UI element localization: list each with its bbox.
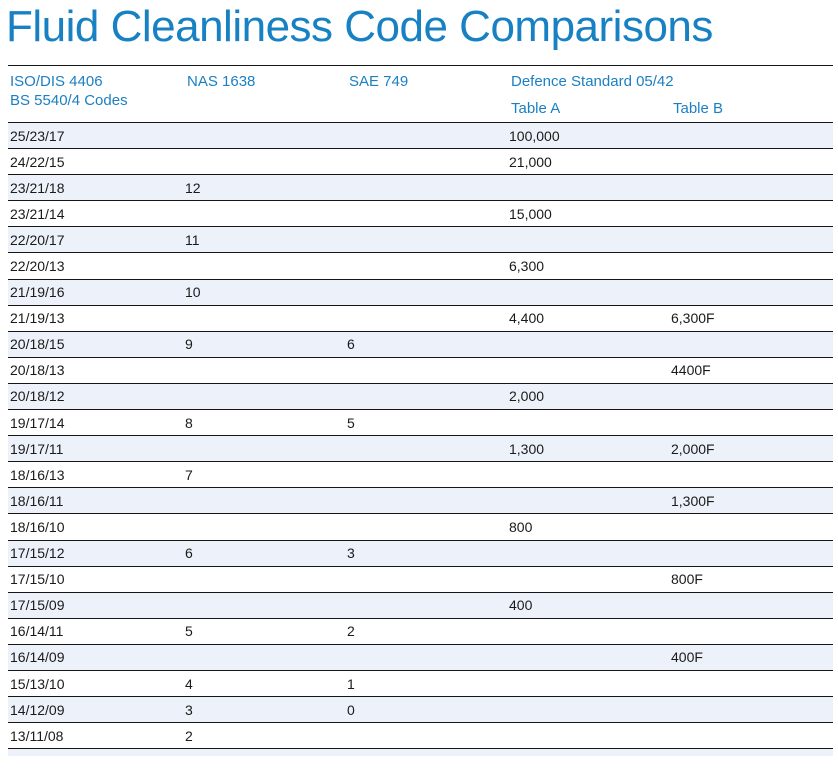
table-row: 19/17/14 8 5 [8, 409, 833, 436]
table-header: ISO/DIS 4406 BS 5540/4 Codes NAS 1638 SA… [8, 71, 833, 121]
table-row: 18/16/10 800 [8, 513, 833, 540]
table-row: 17/15/12 6 3 [8, 539, 833, 566]
cell-iso-code: 20/18/13 [10, 362, 65, 379]
cell-iso-code: 24/22/15 [10, 153, 65, 170]
table-row: 25/23/17 100,000 [8, 122, 833, 149]
table-row: 14/12/09 3 0 [8, 696, 833, 723]
cell-iso-code: 18/16/10 [10, 518, 65, 535]
column-header-bs-5540-codes: BS 5540/4 Codes [10, 92, 128, 109]
cell-iso-code: 21/19/16 [10, 284, 65, 301]
column-group-defence-standard: Defence Standard 05/42 [511, 73, 674, 90]
table-row: 17/15/09 400 [8, 591, 833, 618]
cell-iso-code: 14/12/09 [10, 701, 65, 718]
column-header-table-b: Table B [673, 100, 724, 117]
cell-iso-code: 22/20/13 [10, 258, 65, 275]
cell-iso-code: 23/21/18 [10, 179, 65, 196]
table-row: 18/16/11 1,300F [8, 487, 833, 514]
table-row: 16/14/11 5 2 [8, 617, 833, 644]
cell-nas-1638: 12 [185, 179, 201, 196]
cell-nas-1638: 7 [185, 466, 193, 483]
cell-table-b: 1,300F [671, 492, 715, 509]
cell-table-a: 21,000 [509, 153, 552, 170]
cell-nas-1638: 11 [185, 231, 200, 248]
table-row: 18/16/13 7 [8, 461, 833, 488]
cell-table-b: 2,000F [671, 440, 715, 457]
cell-iso-code: 18/16/13 [10, 466, 65, 483]
cell-nas-1638: 10 [185, 284, 201, 301]
cell-table-b: 400F [671, 649, 703, 666]
page-title: Fluid Cleanliness Code Comparisons [6, 2, 713, 51]
table-row: 23/21/14 15,000 [8, 200, 833, 227]
cell-nas-1638: 2 [185, 727, 193, 744]
table-row: 20/18/15 9 6 [8, 330, 833, 357]
table-row: 20/18/12 2,000 [8, 382, 833, 410]
table-row: 23/21/18 12 [8, 174, 833, 201]
data-table: 25/23/17 100,000 24/22/15 21,000 23/21/1… [8, 122, 833, 757]
cell-sae-749: 5 [347, 414, 355, 431]
table-row: 21/19/16 10 [8, 278, 833, 305]
table-row: 13/11/08 2 [8, 722, 833, 749]
column-header-table-a: Table A [511, 100, 561, 117]
cell-iso-code: 17/15/10 [10, 571, 65, 588]
cell-iso-code: 16/14/11 [10, 623, 64, 640]
cell-nas-1638: 4 [185, 675, 193, 692]
table-row: 21/19/13 4,400 6,300F [8, 304, 833, 331]
cell-iso-code: 17/15/12 [10, 545, 65, 562]
cell-table-a: 400 [509, 597, 533, 614]
column-header-iso-dis-4406: ISO/DIS 4406 [10, 73, 103, 90]
cell-iso-code: 20/18/12 [10, 388, 65, 405]
cell-iso-code: 21/19/13 [10, 310, 65, 327]
cell-table-b: 6,300F [671, 310, 715, 327]
cell-table-a: 100,000 [509, 127, 560, 144]
cell-table-a: 15,000 [509, 205, 552, 222]
table-row: 20/18/13 4400F [8, 356, 833, 383]
cell-iso-code: 23/21/14 [10, 205, 65, 222]
cell-iso-code: 19/17/14 [10, 414, 65, 431]
cell-sae-749: 1 [347, 675, 355, 692]
table-row: 24/22/15 21,000 [8, 148, 833, 175]
cell-iso-code: 25/23/17 [10, 127, 65, 144]
cell-iso-code: 18/16/11 [10, 492, 64, 509]
cell-sae-749: 3 [347, 545, 355, 562]
cell-iso-code: 16/14/09 [10, 649, 65, 666]
column-header-sae-749: SAE 749 [349, 73, 409, 90]
cell-iso-code: 22/20/17 [10, 231, 65, 248]
column-header-nas-1638: NAS 1638 [187, 73, 256, 90]
cell-table-a: 800 [509, 518, 533, 535]
cell-table-a: 2,000 [509, 388, 545, 405]
table-body: 25/23/17 100,000 24/22/15 21,000 23/21/1… [8, 122, 833, 749]
partial-row [8, 748, 833, 757]
cell-table-b: 4400F [671, 362, 711, 379]
cell-iso-code: 19/17/11 [10, 440, 64, 457]
header-top-rule [8, 65, 833, 66]
cell-table-a: 6,300 [509, 258, 545, 275]
cell-iso-code: 17/15/09 [10, 597, 65, 614]
cell-sae-749: 6 [347, 336, 355, 353]
table-row: 22/20/13 6,300 [8, 252, 833, 279]
cell-table-a: 4,400 [509, 310, 545, 327]
cell-nas-1638: 9 [185, 336, 193, 353]
table-row: 15/13/10 4 1 [8, 669, 833, 697]
cell-iso-code: 20/18/15 [10, 336, 65, 353]
table-row: 16/14/09 400F [8, 643, 833, 670]
cell-iso-code: 13/11/08 [10, 727, 64, 744]
cell-iso-code: 15/13/10 [10, 675, 65, 692]
cell-table-b: 800F [671, 571, 703, 588]
cell-nas-1638: 3 [185, 701, 193, 718]
cell-sae-749: 2 [347, 623, 355, 640]
cell-nas-1638: 6 [185, 545, 193, 562]
cell-nas-1638: 8 [185, 414, 193, 431]
cell-sae-749: 0 [347, 701, 355, 718]
table-row: 22/20/17 11 [8, 226, 833, 253]
table-row: 19/17/11 1,300 2,000F [8, 435, 833, 462]
cell-table-a: 1,300 [509, 440, 545, 457]
table-row: 17/15/10 800F [8, 565, 833, 592]
cell-nas-1638: 5 [185, 623, 193, 640]
